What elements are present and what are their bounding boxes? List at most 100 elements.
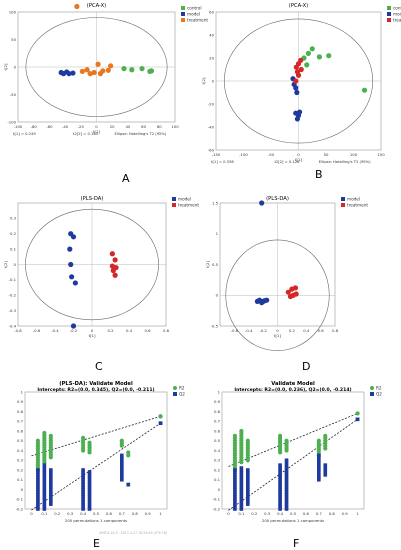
q2-point [49,499,53,504]
chart-title: (PCA-X) [87,3,106,9]
q2-point [49,470,53,475]
q2-point [239,502,244,506]
data-point-treatment [110,268,116,274]
r2-point [42,430,47,436]
y-tick-label: 0 [216,293,219,298]
q2-point [42,470,47,475]
q2-point [323,463,328,467]
x-tick-label: 0.4 [126,328,133,333]
q2-point [36,504,40,509]
data-point-model [294,116,300,122]
x-tick-label: 0.6 [144,328,151,333]
legend-marker [370,386,374,390]
q2-point [36,468,40,472]
y-tick-label: -0.1 [9,277,17,282]
chart-footer-text: t[1] = 0.249 [13,132,36,136]
x-tick-label: 50 [324,152,329,157]
q2-point [36,480,40,484]
x-axis-label: t[1] [89,333,96,338]
q2-point [278,490,282,494]
y-tick-label: 0.9 [214,399,221,404]
hotelling-ellipse [223,18,374,144]
q2-point [87,472,92,477]
q2-point [284,460,289,465]
q2-point [239,480,244,485]
legend-marker [341,197,345,201]
y-tick-label: -0.2 [9,293,17,298]
data-point-model [70,323,77,329]
q2-point [81,477,85,482]
r2-point [48,433,53,438]
x-tick-label: -0.6 [231,328,239,333]
q2-point [278,507,282,511]
x-tick-label: 0 [276,328,279,333]
data-point-treatment [285,289,291,295]
x-tick-label: 0.4 [80,511,87,516]
q2-point [278,495,282,499]
panel-label-c: C [95,360,103,373]
q2-point [49,495,53,499]
x-tick-label: 0.6 [106,511,113,516]
x-tick-label: 0.7 [316,511,323,516]
r2-point [245,438,250,443]
y-tick-label: 0.5 [212,262,219,267]
q2-point [233,497,237,502]
y-tick-label: 0.1 [214,477,221,482]
q2-point [246,477,250,482]
y-tick-label: 100 [9,9,17,14]
q2-point [278,477,282,482]
y-axis-label: t[2] [201,77,206,84]
panel-label-e: E [93,537,100,550]
q2-point [233,485,237,489]
data-point-control [148,68,155,74]
q2-point [87,504,92,509]
x-tick-label: 0.2 [54,511,61,516]
y-axis-label: t[2] [3,261,8,268]
q2-point [36,497,40,502]
q2-point [81,504,85,509]
q2-point [158,421,163,425]
q2-point [87,492,92,496]
q2-point [87,494,92,499]
q2-point [284,470,289,475]
data-point-control [304,62,310,68]
y-tick-label: 1 [218,389,221,394]
q2-point [36,502,40,506]
q2-point [233,480,237,484]
data-point-treatment [108,63,114,69]
q2-point [239,487,244,492]
q2-point [120,475,124,480]
q2-point [81,480,85,484]
y-tick-label: 0.5 [214,438,221,443]
panel-label-a: A [122,172,130,185]
q2-point [284,499,289,504]
q2-point [239,492,244,497]
q2-point [317,477,321,482]
q2-point [278,480,282,484]
q2-point [81,470,85,475]
data-point-control [129,67,135,73]
q2-point [233,507,237,511]
y-tick-label: 60 [209,9,214,14]
x-axis-label: t[1] [295,157,302,162]
q2-point [42,490,47,494]
panel-label-f: F [293,537,300,550]
data-point-model [66,71,72,77]
q2-point [120,473,124,477]
data-point-model [69,274,75,280]
chart-b [215,6,391,151]
q2-point [81,490,85,494]
r2-point [126,453,131,458]
hotelling-ellipse [25,17,168,117]
chart-title: Validate Model [271,381,315,387]
q2-point [42,475,47,480]
q2-point [233,499,237,504]
y-tick-label: 40 [209,32,214,37]
q2-point [284,502,289,506]
q2-point [317,475,321,480]
r2-point [239,428,244,434]
q2-point [278,468,282,472]
q2-point [239,507,244,511]
y-tick-label: -20 [208,101,215,106]
q2-point [317,453,321,458]
